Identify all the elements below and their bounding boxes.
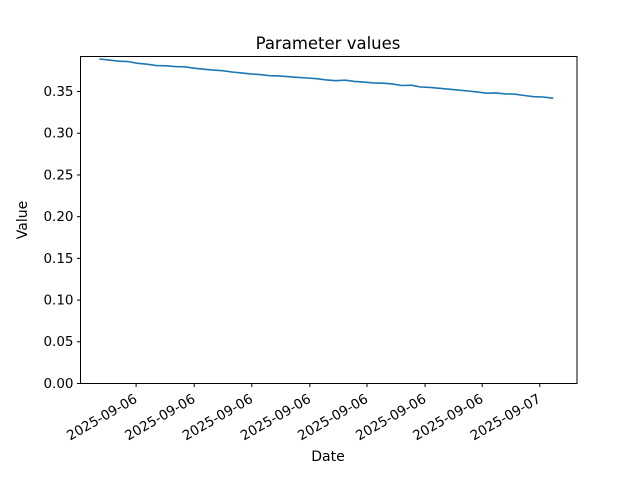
axes-frame: [80, 56, 578, 384]
data-line: [99, 58, 554, 99]
plot-area: 0.000.050.100.150.200.250.300.352025-09-…: [43, 56, 578, 444]
y-tick-label: 0.30: [43, 126, 73, 142]
y-axis-label: Value: [15, 201, 31, 239]
y-tick-label: 0.20: [43, 209, 73, 225]
x-axis-label: Date: [311, 449, 344, 465]
y-tick-label: 0.35: [43, 84, 73, 100]
chart-title: Parameter values: [256, 34, 401, 53]
y-tick-label: 0.00: [43, 376, 73, 392]
y-tick-label: 0.10: [43, 293, 73, 309]
y-tick-label: 0.05: [43, 334, 73, 350]
y-tick-label: 0.25: [43, 167, 73, 183]
y-tick-label: 0.15: [43, 251, 73, 267]
